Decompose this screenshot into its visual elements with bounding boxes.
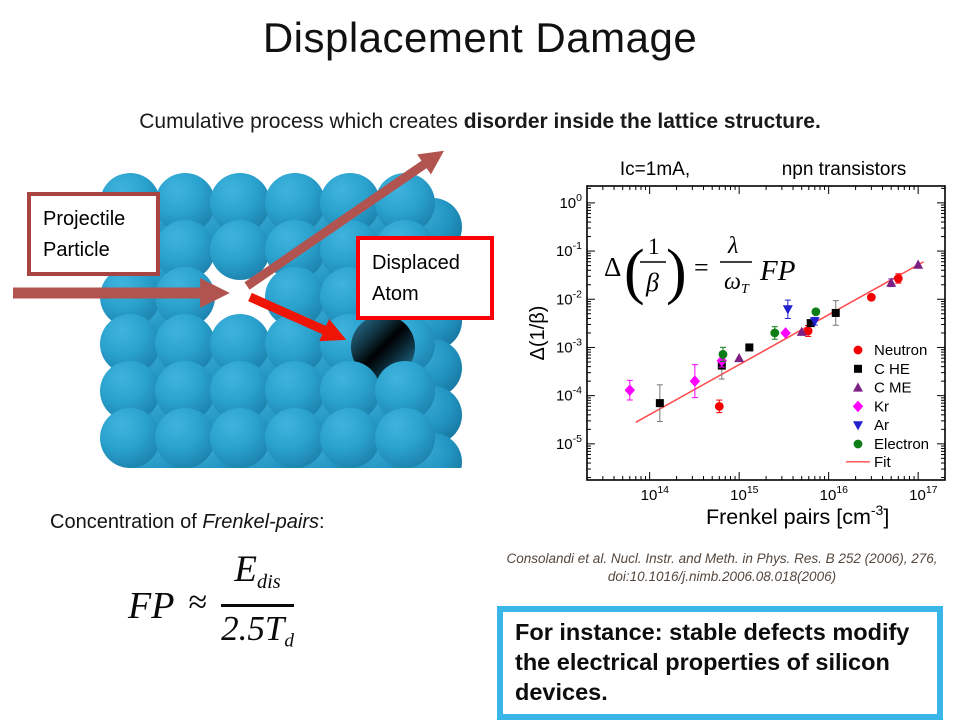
page-title: Displacement Damage xyxy=(262,14,698,61)
projectile-particle-label-box: Projectile Particle xyxy=(27,192,160,276)
subtitle-bold: disorder inside the lattice structure. xyxy=(463,110,821,133)
svg-text:ωT: ωT xyxy=(724,269,750,297)
concentration-caption: Concentration of Frenkel-pairs: xyxy=(50,511,325,534)
chart-svg: 100 10-1 10-2 10-3 10-4 10-5 1014 1015 1016 1017 I… xyxy=(527,159,946,529)
projectile-label-line1: Projectile xyxy=(43,208,126,230)
concentration-suffix: : xyxy=(319,511,325,533)
svg-text:(: ( xyxy=(624,238,645,306)
svg-text:): ) xyxy=(666,238,687,306)
svg-text:1017: 1017 xyxy=(909,484,938,504)
svg-text:1016: 1016 xyxy=(820,484,849,504)
subtitle-normal: Cumulative process which creates xyxy=(139,110,464,133)
svg-text:Δ(1/β): Δ(1/β) xyxy=(528,306,549,361)
svg-text:Kr: Kr xyxy=(874,398,889,415)
svg-text:10-2: 10-2 xyxy=(556,288,582,308)
svg-text:Δ: Δ xyxy=(604,252,621,282)
lattice-atom xyxy=(375,408,435,468)
svg-text:β: β xyxy=(645,268,659,297)
svg-text:1014: 1014 xyxy=(641,484,670,504)
svg-text:Frenkel pairs [cm-3]: Frenkel pairs [cm-3] xyxy=(706,502,889,529)
concentration-term: Frenkel-pairs xyxy=(202,511,320,533)
fraction-bar xyxy=(221,604,294,608)
svg-text:Ic=1mA,: Ic=1mA, xyxy=(620,159,690,180)
formula-lhs: FP xyxy=(128,585,175,628)
svg-text:Electron: Electron xyxy=(874,436,929,453)
svg-text:1015: 1015 xyxy=(730,484,759,504)
svg-text:Neutron: Neutron xyxy=(874,342,927,359)
frenkel-pair-formula: FP ≈ Edis 2.5Td xyxy=(128,550,294,663)
citation: Consolandi et al. Nucl. Instr. and Meth.… xyxy=(492,550,952,586)
formula-numerator: Edis xyxy=(234,549,281,594)
formula-approx-sign: ≈ xyxy=(188,584,208,622)
lattice-atom xyxy=(210,220,270,280)
displaced-label-line1: Displaced xyxy=(372,252,460,274)
callout-box: For instance: stable defects modify the … xyxy=(497,606,943,720)
displaced-label-line2: Atom xyxy=(372,283,419,305)
fit-line xyxy=(635,261,924,423)
svg-text:C ME: C ME xyxy=(874,380,912,397)
svg-text:100: 100 xyxy=(559,192,582,212)
svg-text:10-5: 10-5 xyxy=(556,433,582,453)
citation-line2: doi:10.1016/j.nimb.2006.08.018(2006) xyxy=(607,569,837,584)
lattice-atom xyxy=(320,408,380,468)
formula-fraction: Edis 2.5Td xyxy=(221,550,294,663)
svg-text:=: = xyxy=(694,253,709,282)
citation-line1: Consolandi et al. Nucl. Instr. and Meth.… xyxy=(506,551,938,566)
svg-text:10-3: 10-3 xyxy=(556,336,582,356)
frenkel-pairs-chart: 100 10-1 10-2 10-3 10-4 10-5 1014 1015 1016 1017 I… xyxy=(527,146,960,548)
projectile-label-line2: Particle xyxy=(43,239,110,261)
svg-text:λ: λ xyxy=(727,233,738,259)
lattice-atom xyxy=(210,408,270,468)
svg-text:Fit: Fit xyxy=(874,454,891,471)
displaced-atom-label-box: Displaced Atom xyxy=(356,236,494,320)
lattice-atom xyxy=(100,408,160,468)
formula-denominator: 2.5Td xyxy=(221,609,294,652)
chart-formula: Δ(1 β) = λ ωT FP xyxy=(604,233,795,306)
callout-text: For instance: stable defects modify the … xyxy=(515,619,910,705)
svg-text:10-1: 10-1 xyxy=(556,240,582,260)
svg-text:10-4: 10-4 xyxy=(556,385,582,405)
lattice-atom xyxy=(265,408,325,468)
svg-text:Ar: Ar xyxy=(874,417,889,434)
lattice-atom xyxy=(155,408,215,468)
svg-text:C HE: C HE xyxy=(874,361,910,378)
subtitle: Cumulative process which creates disorde… xyxy=(0,110,960,134)
svg-text:1: 1 xyxy=(648,234,660,259)
concentration-prefix: Concentration of xyxy=(50,511,203,533)
svg-text:npn transistors: npn transistors xyxy=(782,159,907,180)
svg-text:FP: FP xyxy=(759,255,795,287)
